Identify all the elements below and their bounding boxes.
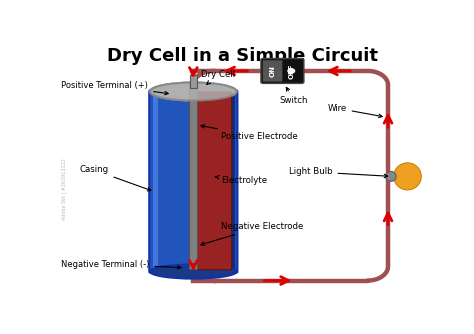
- Text: Dry Cell in a Simple Circuit: Dry Cell in a Simple Circuit: [108, 46, 378, 64]
- Ellipse shape: [394, 163, 421, 190]
- Text: Casing: Casing: [80, 165, 151, 191]
- Ellipse shape: [150, 265, 237, 279]
- Ellipse shape: [150, 82, 237, 101]
- Circle shape: [287, 68, 295, 74]
- Text: Wire: Wire: [328, 104, 382, 118]
- Bar: [224, 93, 235, 270]
- FancyBboxPatch shape: [190, 92, 232, 270]
- Ellipse shape: [386, 171, 396, 181]
- FancyBboxPatch shape: [263, 60, 283, 81]
- Text: ON: ON: [270, 65, 276, 77]
- Text: Adobe Stk | #262913122: Adobe Stk | #262913122: [61, 158, 67, 220]
- Text: Electrolyte: Electrolyte: [215, 176, 267, 185]
- Bar: [189, 84, 197, 269]
- FancyBboxPatch shape: [261, 58, 304, 84]
- Text: Switch: Switch: [280, 88, 308, 105]
- Text: Negative Terminal (-): Negative Terminal (-): [61, 260, 181, 269]
- Ellipse shape: [150, 82, 237, 101]
- Text: Light Bulb: Light Bulb: [289, 167, 388, 178]
- Text: Positive Terminal (+): Positive Terminal (+): [61, 80, 168, 95]
- Text: Negative Electrode: Negative Electrode: [201, 222, 303, 245]
- Text: Positive Electrode: Positive Electrode: [201, 125, 298, 141]
- Text: Dry Cell: Dry Cell: [201, 70, 235, 84]
- Text: OFF: OFF: [289, 63, 295, 79]
- FancyBboxPatch shape: [149, 90, 237, 273]
- Bar: [190, 75, 197, 88]
- Bar: [153, 93, 158, 270]
